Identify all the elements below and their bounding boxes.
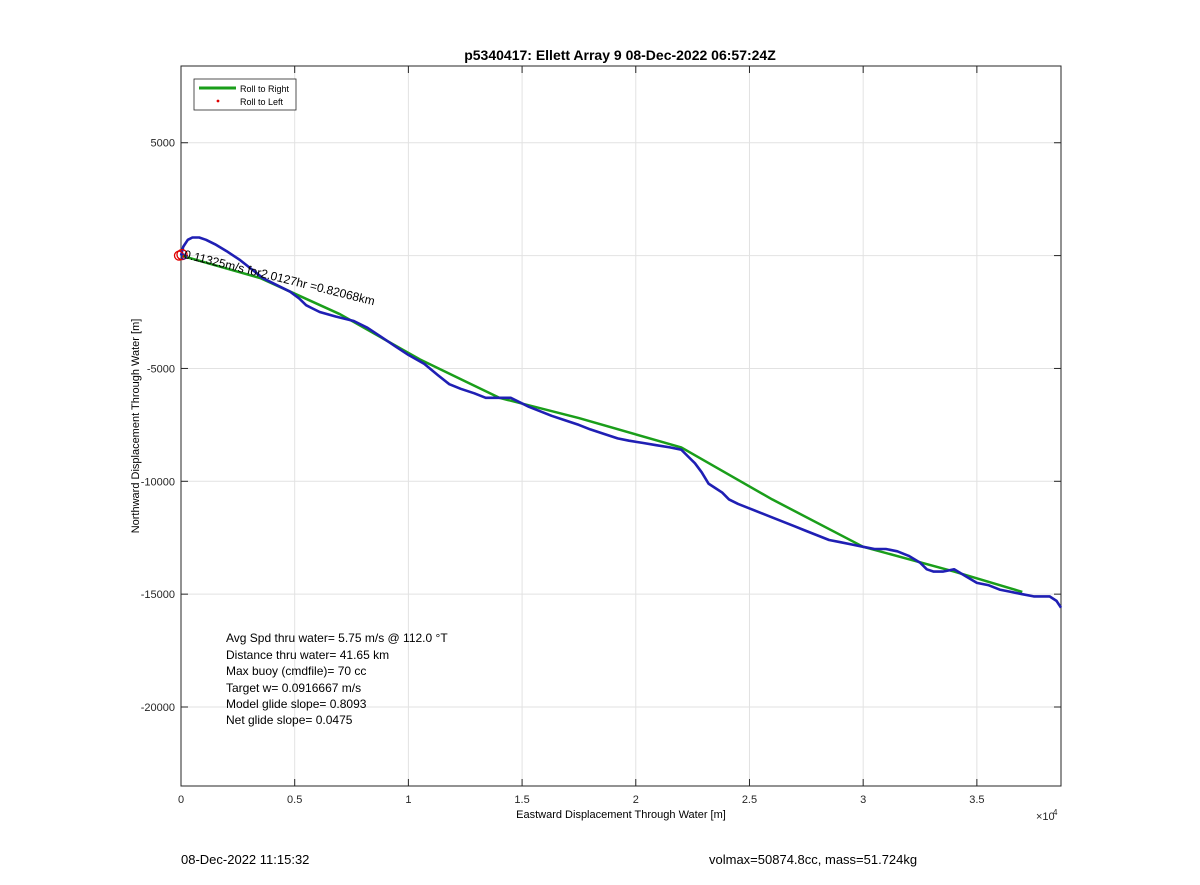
y-tick-label: 5000 bbox=[151, 138, 175, 150]
x-tick-label: 0 bbox=[178, 794, 184, 806]
svg-text:4: 4 bbox=[1053, 808, 1058, 817]
x-axis-label: Eastward Displacement Through Water [m] bbox=[516, 809, 726, 821]
series-line-roll-right bbox=[180, 254, 1023, 594]
series-group bbox=[179, 236, 1063, 609]
chart-title: p5340417: Ellett Array 9 08-Dec-2022 06:… bbox=[464, 47, 776, 63]
axis-ticks: 0 0.5 1 1.5 2 2.5 3 3.5 5000 -5000 -10000 -15000 -20… bbox=[141, 66, 1061, 806]
x-exponent-label: ×10 4 bbox=[1036, 808, 1058, 823]
series-line-track bbox=[179, 236, 1063, 609]
y-tick-label: -20000 bbox=[141, 702, 175, 714]
x-tick-label: 2.5 bbox=[742, 794, 757, 806]
legend-box bbox=[193, 78, 297, 111]
grid-lines bbox=[180, 66, 1061, 786]
x-tick-label: 0.5 bbox=[287, 794, 302, 806]
x-tick-label: 1.5 bbox=[514, 794, 529, 806]
footer-volmax-mass: volmax=50874.8cc, mass=51.724kg bbox=[709, 852, 918, 867]
legend-label-roll-left: Roll to Left bbox=[240, 97, 284, 107]
stats-block: Avg Spd thru water= 5.75 m/s @ 112.0 °T … bbox=[226, 631, 448, 727]
legend: Roll to Right Roll to Left bbox=[193, 78, 297, 111]
y-tick-label: -10000 bbox=[141, 476, 175, 488]
y-tick-label: -15000 bbox=[141, 589, 175, 601]
svg-text:×10: ×10 bbox=[1036, 811, 1055, 823]
stat-max-buoy: Max buoy (cmdfile)= 70 cc bbox=[226, 664, 366, 678]
stat-distance: Distance thru water= 41.65 km bbox=[226, 648, 389, 662]
stat-model-glide: Model glide slope= 0.8093 bbox=[226, 697, 367, 711]
y-axis-label: Northward Displacement Through Water [m] bbox=[130, 319, 142, 534]
footer-timestamp: 08-Dec-2022 11:15:32 bbox=[181, 852, 310, 867]
x-tick-label: 3 bbox=[860, 794, 866, 806]
x-tick-label: 3.5 bbox=[969, 794, 984, 806]
start-marker-circle bbox=[176, 248, 188, 261]
stat-target-w: Target w= 0.0916667 m/s bbox=[226, 681, 361, 695]
start-marker-inner bbox=[181, 253, 187, 260]
x-tick-label: 1 bbox=[405, 794, 411, 806]
legend-swatch-roll-left bbox=[216, 99, 220, 103]
start-markers bbox=[173, 248, 188, 261]
x-tick-label: 2 bbox=[633, 794, 639, 806]
axes-box bbox=[180, 65, 1062, 787]
stat-net-glide: Net glide slope= 0.0475 bbox=[226, 713, 353, 727]
stat-avg-speed: Avg Spd thru water= 5.75 m/s @ 112.0 °T bbox=[226, 631, 448, 645]
legend-label-roll-right: Roll to Right bbox=[240, 84, 290, 94]
y-tick-label: -5000 bbox=[147, 363, 175, 375]
